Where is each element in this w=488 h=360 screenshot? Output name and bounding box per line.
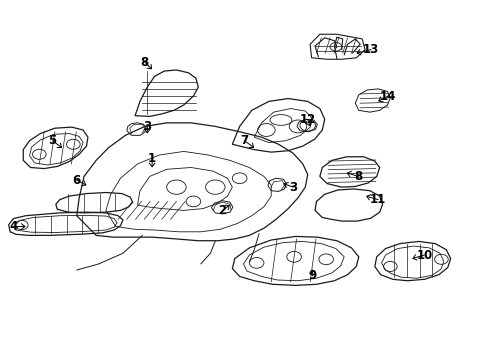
Text: 14: 14	[379, 90, 395, 103]
Text: 5: 5	[48, 134, 57, 147]
Text: 4: 4	[9, 220, 18, 233]
Text: 3: 3	[143, 120, 151, 133]
Text: 3: 3	[288, 181, 297, 194]
Text: 8: 8	[141, 55, 149, 69]
Text: 12: 12	[299, 113, 315, 126]
Text: 6: 6	[73, 174, 81, 186]
Text: 1: 1	[148, 152, 156, 165]
Text: 11: 11	[369, 193, 386, 206]
Text: 13: 13	[362, 43, 378, 56]
Text: 7: 7	[240, 134, 248, 147]
Text: 2: 2	[218, 204, 226, 217]
Text: 10: 10	[415, 248, 432, 261]
Text: 9: 9	[308, 269, 316, 282]
Text: 8: 8	[354, 170, 362, 183]
